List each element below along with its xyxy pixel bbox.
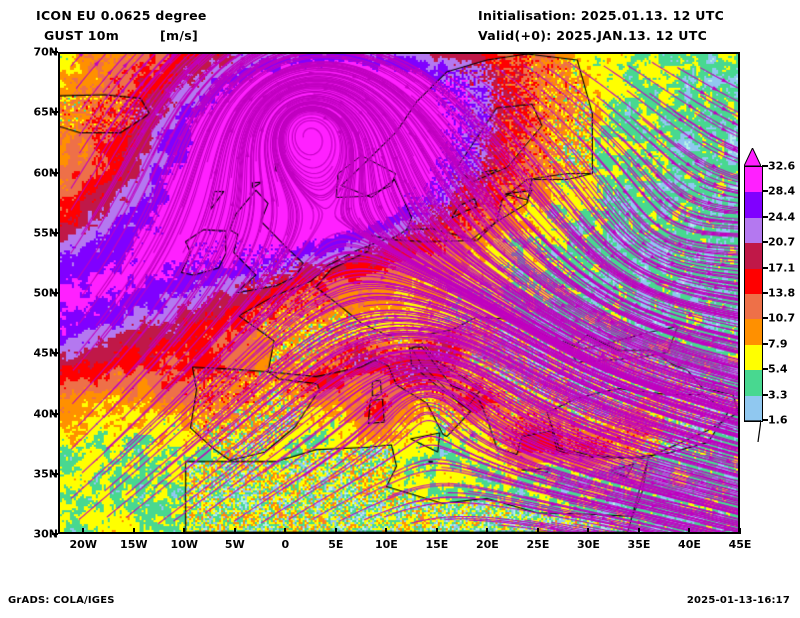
lon-tick-mark-3 (233, 528, 236, 534)
lat-tick-label-1: 65N (33, 105, 58, 119)
lon-tick-mark-12 (688, 528, 691, 534)
field-title: GUST 10m (44, 28, 120, 43)
lon-tick-mark-13 (739, 528, 741, 534)
colorbar-label-0: 1.6 (768, 413, 788, 427)
lon-tick-label-8: 20E (475, 538, 499, 551)
lon-tick-mark-9 (536, 528, 539, 534)
lon-tick-label-12: 40E (678, 538, 701, 551)
colorbar-label-8: 24.4 (768, 210, 796, 224)
lat-tick-label-0: 70N (33, 45, 58, 59)
lat-tick-label-2: 60N (33, 166, 58, 179)
lon-tick-mark-7 (435, 528, 438, 534)
lon-tick-mark-1 (132, 528, 135, 534)
colorbar-tick-10 (762, 165, 768, 167)
valid-time: Valid(+0): 2025.JAN.13. 12 UTC (478, 28, 708, 43)
colorbar-tick-5 (762, 292, 768, 294)
colorbar-label-9: 28.4 (768, 184, 796, 198)
colorbar-segment-7 (745, 344, 762, 372)
lat-tick-mark-0 (52, 51, 58, 53)
colorbar[interactable] (744, 166, 763, 422)
lon-tick-label-9: 25E (526, 538, 550, 551)
colorbar-label-6: 17.1 (768, 261, 796, 275)
colorbar-tick-4 (762, 317, 768, 320)
lat-tick-mark-2 (52, 171, 58, 174)
colorbar-tick-6 (762, 266, 768, 269)
lon-tick-mark-4 (284, 528, 287, 534)
gust-field-canvas (60, 54, 738, 532)
model-title: ICON EU 0.0625 degree (36, 8, 207, 23)
colorbar-label-4: 10.7 (768, 311, 796, 325)
lat-tick-label-7: 35N (33, 467, 58, 481)
map-plot-area[interactable] (58, 52, 740, 534)
lon-tick-label-5: 5E (328, 538, 344, 551)
lon-tick-label-2: 10W (170, 538, 199, 551)
colorbar-segment-2 (745, 217, 762, 245)
colorbar-segment-8 (745, 370, 762, 397)
initialisation-time: Initialisation: 2025.01.13. 12 UTC (478, 8, 725, 23)
colorbar-tick-3 (762, 342, 768, 345)
lon-tick-mark-6 (385, 528, 388, 534)
colorbar-label-3: 7.9 (768, 337, 788, 351)
colorbar-segment-4 (745, 268, 762, 295)
credit-label: GrADS: COLA/IGES (8, 595, 115, 606)
colorbar-segment-9 (745, 395, 762, 421)
colorbar-segment-6 (745, 319, 762, 346)
lat-tick-label-3: 55N (33, 226, 58, 240)
lon-tick-mark-8 (486, 528, 489, 534)
colorbar-low-tail (744, 419, 762, 443)
colorbar-label-10: 32.6 (768, 159, 796, 173)
lon-tick-label-6: 10E (374, 538, 398, 551)
lon-tick-mark-2 (183, 528, 186, 534)
colorbar-label-1: 3.3 (768, 388, 788, 402)
lon-tick-label-3: 5W (224, 538, 245, 551)
colorbar-high-arrow (743, 146, 762, 167)
lat-tick-mark-7 (52, 472, 58, 475)
lon-tick-label-10: 30E (577, 538, 600, 551)
lon-tick-mark-0 (82, 528, 85, 534)
lat-tick-mark-8 (52, 533, 58, 535)
colorbar-label-2: 5.4 (768, 362, 788, 376)
lat-tick-mark-3 (52, 231, 58, 234)
colorbar-segment-5 (745, 294, 762, 321)
lat-tick-label-6: 40N (33, 407, 58, 420)
colorbar-label-5: 13.8 (768, 286, 796, 300)
lon-tick-mark-11 (637, 528, 640, 534)
colorbar-segment-3 (745, 243, 762, 270)
lon-tick-label-13: 45E (728, 538, 752, 551)
render-timestamp: 2025-01-13-16:17 (686, 595, 790, 606)
lon-tick-label-0: 20W (69, 538, 97, 551)
lon-tick-label-7: 15E (425, 538, 449, 551)
lat-tick-label-4: 50N (33, 286, 58, 300)
lat-tick-mark-1 (52, 111, 58, 114)
lon-tick-label-1: 15W (120, 538, 148, 551)
lon-tick-label-11: 35E (627, 538, 651, 551)
colorbar-tick-7 (762, 241, 768, 244)
colorbar-tick-8 (762, 215, 768, 218)
lon-tick-label-4: 0 (281, 538, 290, 551)
lat-tick-mark-6 (52, 412, 58, 415)
lat-tick-label-8: 30N (33, 527, 58, 541)
field-unit: [m/s] (160, 28, 198, 43)
lon-tick-mark-5 (334, 528, 337, 534)
colorbar-tick-9 (762, 190, 768, 193)
colorbar-segment-1 (745, 192, 762, 219)
colorbar-segment-0 (745, 167, 762, 194)
colorbar-label-7: 20.7 (768, 235, 796, 249)
lat-tick-mark-4 (52, 292, 58, 294)
colorbar-tick-0 (762, 419, 768, 421)
colorbar-tick-1 (762, 393, 768, 396)
colorbar-tick-2 (762, 368, 768, 371)
lon-tick-mark-10 (587, 528, 590, 534)
lat-tick-mark-5 (52, 352, 58, 355)
lat-tick-label-5: 45N (33, 346, 58, 360)
